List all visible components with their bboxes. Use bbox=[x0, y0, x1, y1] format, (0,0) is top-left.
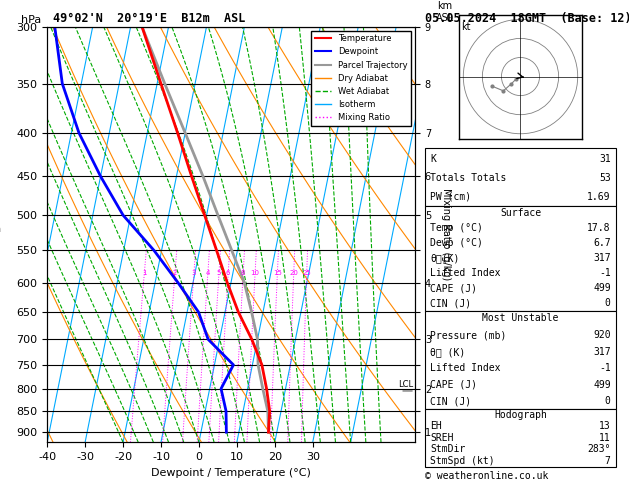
Text: 317: 317 bbox=[593, 253, 611, 263]
Text: LCL: LCL bbox=[398, 380, 413, 389]
FancyBboxPatch shape bbox=[425, 206, 616, 311]
Text: 499: 499 bbox=[593, 380, 611, 390]
Text: 6: 6 bbox=[226, 270, 230, 277]
Text: 8: 8 bbox=[241, 270, 245, 277]
Text: Surface: Surface bbox=[500, 208, 541, 218]
Text: 283°: 283° bbox=[587, 444, 611, 454]
Text: © weatheronline.co.uk: © weatheronline.co.uk bbox=[425, 471, 548, 481]
Text: 49°02'N  20°19'E  B12m  ASL: 49°02'N 20°19'E B12m ASL bbox=[53, 12, 246, 25]
Text: 10: 10 bbox=[250, 270, 259, 277]
Text: kt: kt bbox=[462, 22, 471, 32]
Text: 31: 31 bbox=[599, 154, 611, 164]
Text: 53: 53 bbox=[599, 173, 611, 183]
Text: Dewp (°C): Dewp (°C) bbox=[430, 238, 483, 248]
Text: -1: -1 bbox=[599, 268, 611, 278]
Text: StmSpd (kt): StmSpd (kt) bbox=[430, 456, 495, 466]
Text: 3: 3 bbox=[191, 270, 196, 277]
FancyBboxPatch shape bbox=[425, 409, 616, 467]
Text: Lifted Index: Lifted Index bbox=[430, 363, 501, 373]
Text: θᴄ(K): θᴄ(K) bbox=[430, 253, 460, 263]
Y-axis label: hPa: hPa bbox=[0, 225, 1, 235]
Text: 317: 317 bbox=[593, 347, 611, 357]
Text: 1: 1 bbox=[142, 270, 147, 277]
Text: 5: 5 bbox=[216, 270, 221, 277]
Text: CAPE (J): CAPE (J) bbox=[430, 283, 477, 293]
Text: 17.8: 17.8 bbox=[587, 223, 611, 233]
Text: 920: 920 bbox=[593, 330, 611, 340]
Text: θᴄ (K): θᴄ (K) bbox=[430, 347, 465, 357]
Text: 0: 0 bbox=[605, 298, 611, 308]
FancyBboxPatch shape bbox=[425, 311, 616, 409]
Text: K: K bbox=[430, 154, 436, 164]
Text: hPa: hPa bbox=[21, 15, 42, 25]
Text: 11: 11 bbox=[599, 433, 611, 443]
Text: Most Unstable: Most Unstable bbox=[482, 312, 559, 323]
Text: SREH: SREH bbox=[430, 433, 454, 443]
Text: 25: 25 bbox=[302, 270, 311, 277]
Text: 13: 13 bbox=[599, 421, 611, 432]
Text: 2: 2 bbox=[172, 270, 177, 277]
Text: 20: 20 bbox=[289, 270, 298, 277]
Text: 7: 7 bbox=[605, 456, 611, 466]
Text: 1.69: 1.69 bbox=[587, 192, 611, 202]
Text: CAPE (J): CAPE (J) bbox=[430, 380, 477, 390]
Text: Temp (°C): Temp (°C) bbox=[430, 223, 483, 233]
Text: EH: EH bbox=[430, 421, 442, 432]
Text: StmDir: StmDir bbox=[430, 444, 465, 454]
Legend: Temperature, Dewpoint, Parcel Trajectory, Dry Adiabat, Wet Adiabat, Isotherm, Mi: Temperature, Dewpoint, Parcel Trajectory… bbox=[311, 31, 411, 125]
Text: -1: -1 bbox=[599, 363, 611, 373]
Text: 499: 499 bbox=[593, 283, 611, 293]
Text: Pressure (mb): Pressure (mb) bbox=[430, 330, 507, 340]
Text: Mixing Ratio (g/kg): Mixing Ratio (g/kg) bbox=[441, 189, 451, 280]
Text: 05.05.2024  18GMT  (Base: 12): 05.05.2024 18GMT (Base: 12) bbox=[425, 12, 629, 25]
Text: Hodograph: Hodograph bbox=[494, 410, 547, 420]
X-axis label: Dewpoint / Temperature (°C): Dewpoint / Temperature (°C) bbox=[151, 468, 311, 478]
Y-axis label: km
ASL: km ASL bbox=[435, 1, 454, 22]
Text: CIN (J): CIN (J) bbox=[430, 298, 472, 308]
Text: PW (cm): PW (cm) bbox=[430, 192, 472, 202]
Text: 0: 0 bbox=[605, 396, 611, 406]
Text: CIN (J): CIN (J) bbox=[430, 396, 472, 406]
Text: 4: 4 bbox=[206, 270, 210, 277]
Text: Totals Totals: Totals Totals bbox=[430, 173, 507, 183]
Text: 6.7: 6.7 bbox=[593, 238, 611, 248]
FancyBboxPatch shape bbox=[425, 148, 616, 206]
Text: Lifted Index: Lifted Index bbox=[430, 268, 501, 278]
Text: 15: 15 bbox=[273, 270, 282, 277]
